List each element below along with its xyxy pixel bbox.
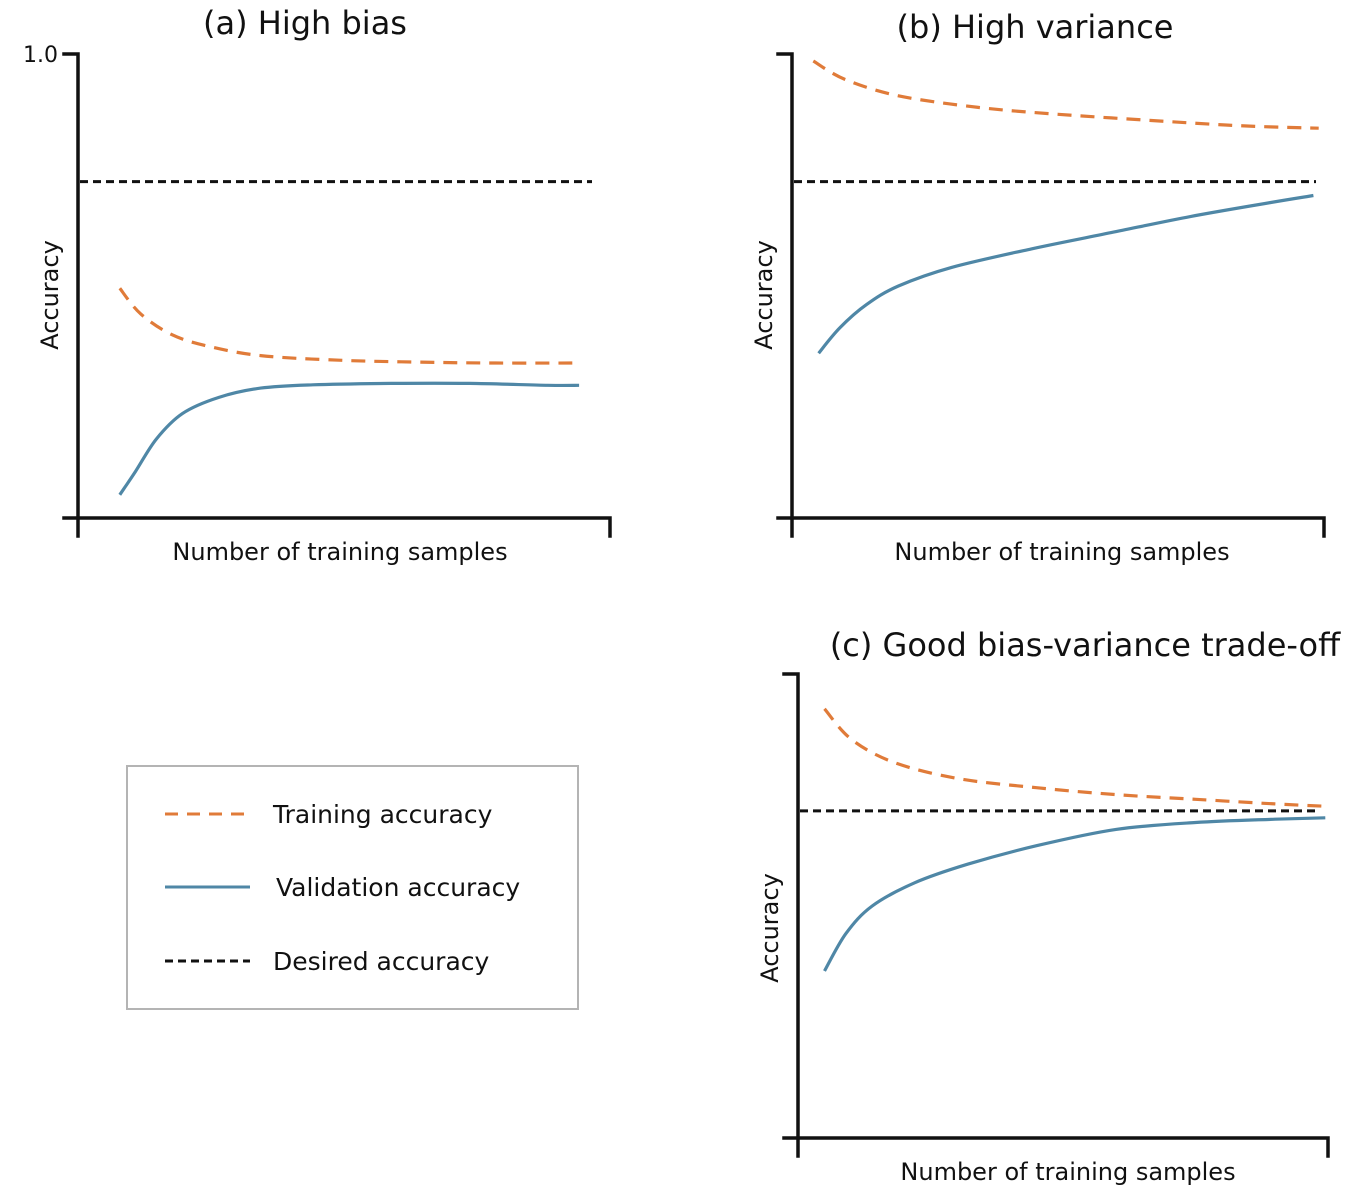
chart-title: (b) High variance bbox=[897, 8, 1174, 46]
chart-panel-b: (b) High variance Number of training samp… bbox=[750, 8, 1326, 566]
validation-accuracy-line bbox=[823, 816, 1326, 972]
chart-panel-c: (c) Good bias-variance trade-off Number o… bbox=[756, 626, 1341, 1186]
axes bbox=[62, 52, 612, 538]
y-axis-label: Accuracy bbox=[750, 240, 778, 350]
y-axis-label: Accuracy bbox=[756, 873, 784, 983]
y-tick-label: 1.0 bbox=[23, 43, 58, 68]
validation-accuracy-line bbox=[817, 193, 1314, 355]
training-accuracy-line bbox=[823, 707, 1326, 808]
validation-accuracy-line bbox=[118, 381, 580, 496]
training-accuracy-line bbox=[812, 59, 1319, 130]
legend-validation-label: Validation accuracy bbox=[276, 873, 520, 902]
legend-training-label: Training accuracy bbox=[272, 800, 493, 829]
chart-title: (c) Good bias-variance trade-off bbox=[830, 626, 1341, 664]
axes bbox=[782, 672, 1330, 1158]
legend: Training accuracy Validation accuracy De… bbox=[126, 765, 579, 1010]
chart-title: (a) High bias bbox=[203, 4, 407, 42]
x-axis-label: Number of training samples bbox=[900, 1158, 1235, 1186]
x-axis-label: Number of training samples bbox=[894, 538, 1229, 566]
axes bbox=[776, 52, 1326, 538]
legend-desired-label: Desired accuracy bbox=[273, 947, 490, 976]
y-axis-label: Accuracy bbox=[36, 240, 64, 350]
chart-panel-a: 1.0 (a) High bias Number of training sampl… bbox=[23, 4, 612, 566]
training-accuracy-line bbox=[118, 287, 580, 365]
chart-panels: 1.0 (a) High bias Number of training sampl… bbox=[23, 4, 1341, 1186]
x-axis-label: Number of training samples bbox=[172, 538, 507, 566]
